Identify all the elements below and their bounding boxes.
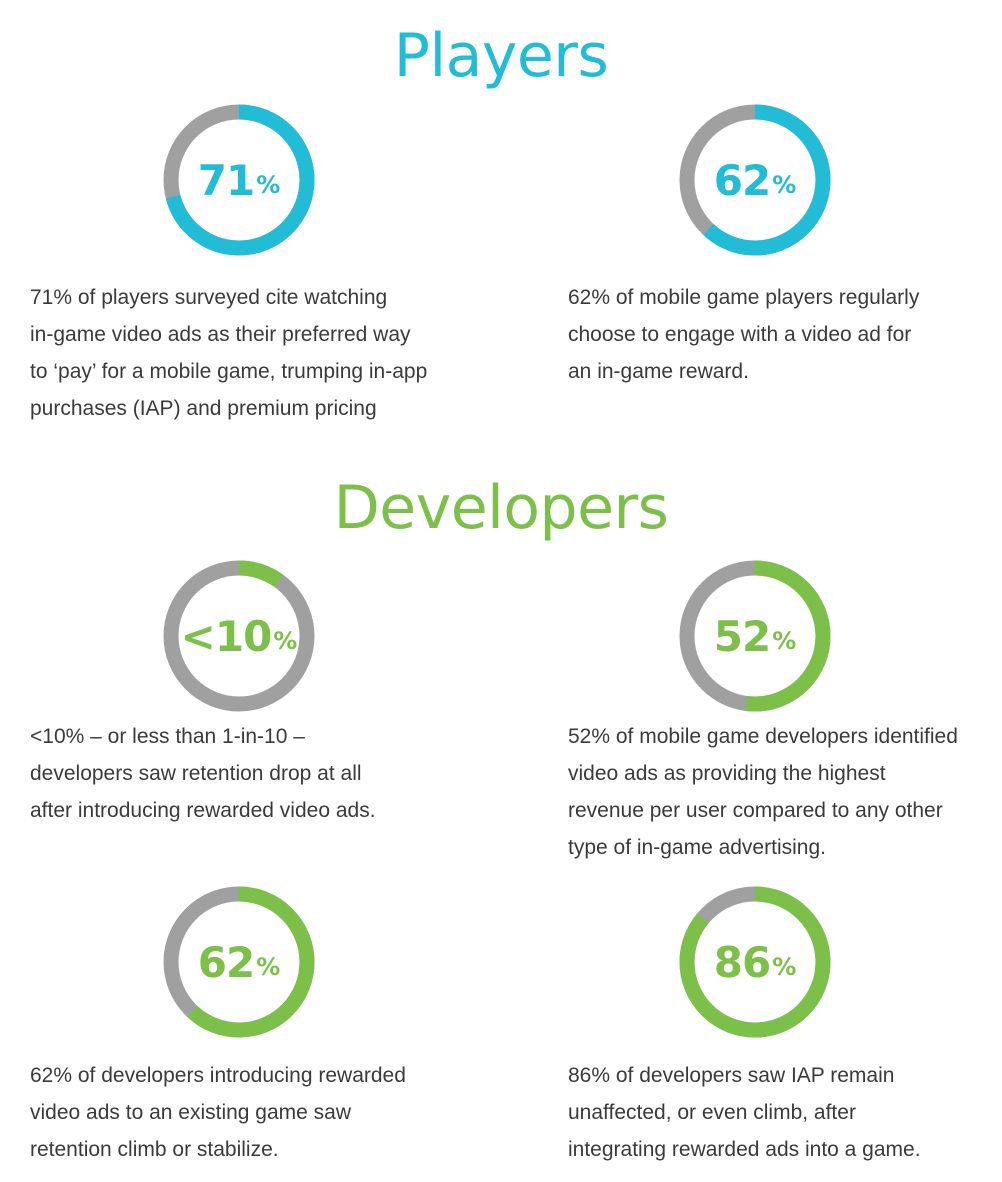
donut-value: 86%	[677, 884, 833, 1040]
donut-value-number: 62	[713, 155, 771, 205]
description-line: unaffected, or even climb, after	[568, 1101, 856, 1124]
donut-value-slice	[679, 560, 831, 712]
players-heading: Players	[393, 21, 609, 91]
developers-stat-2-description: 52% of mobile game developers identified…	[568, 718, 958, 866]
description-line: 86% of developers saw IAP remain	[568, 1064, 895, 1087]
players-stat-1-description: 71% of players surveyed cite watching in…	[30, 279, 427, 427]
description-line: retention climb or stabilize.	[30, 1138, 279, 1161]
players-stat-2-description: 62% of mobile game players regularly cho…	[568, 279, 919, 390]
description-line: to ‘pay’ for a mobile game, trumping in-…	[30, 360, 428, 383]
donut-svg	[679, 560, 831, 712]
description-line: developers saw retention drop at all	[30, 762, 362, 785]
donut-value: 71%	[161, 102, 317, 258]
donut-value: <10%	[161, 558, 317, 714]
description-line: <10% – or less than 1-in-10 –	[30, 725, 305, 748]
donut-svg	[679, 104, 831, 256]
donut-value-number: 52	[713, 611, 771, 661]
donut-value-slice	[163, 886, 315, 1038]
donut-value-percent: %	[273, 627, 298, 655]
donut-value-number: 62	[197, 937, 255, 987]
donut-chart-players-2: 62%	[677, 102, 833, 258]
donut-value: 62%	[677, 102, 833, 258]
developers-heading: Developers	[333, 473, 669, 543]
donut-value-number: 86	[713, 937, 771, 987]
donut-chart-players-1: 71%	[161, 102, 317, 258]
description-line: video ads as providing the highest	[568, 762, 886, 785]
description-line: choose to engage with a video ad for	[568, 323, 912, 346]
description-line: 71% of players surveyed cite watching	[30, 286, 388, 309]
donut-value-percent: %	[772, 627, 797, 655]
donut-value-number: <10	[180, 611, 273, 661]
description-line: type of in-game advertising.	[568, 836, 826, 859]
donut-value-slice	[163, 104, 315, 256]
donut-value: 52%	[677, 558, 833, 714]
donut-value-percent: %	[256, 171, 281, 199]
description-line: integrating rewarded ads into a game.	[568, 1138, 921, 1161]
description-line: an in-game reward.	[568, 360, 749, 383]
description-line: revenue per user compared to any other	[568, 799, 943, 822]
donut-svg	[679, 886, 831, 1038]
developers-stat-3-description: 62% of developers introducing rewarded v…	[30, 1057, 406, 1168]
donut-svg	[163, 886, 315, 1038]
donut-svg	[163, 104, 315, 256]
donut-value-slice	[679, 886, 831, 1038]
description-line: in-game video ads as their preferred way	[30, 323, 411, 346]
description-line: video ads to an existing game saw	[30, 1101, 352, 1124]
donut-chart-developers-1: <10%	[161, 558, 317, 714]
donut-value-slice	[679, 104, 831, 256]
donut-svg	[163, 560, 315, 712]
donut-value-slice	[163, 560, 315, 712]
description-line: 52% of mobile game developers identified	[568, 725, 958, 748]
donut-chart-developers-2: 52%	[677, 558, 833, 714]
description-line: 62% of developers introducing rewarded	[30, 1064, 406, 1087]
donut-chart-developers-4: 86%	[677, 884, 833, 1040]
description-line: after introducing rewarded video ads.	[30, 799, 376, 822]
donut-value-percent: %	[772, 171, 797, 199]
donut-value-percent: %	[772, 953, 797, 981]
developers-stat-1-description: <10% – or less than 1-in-10 – developers…	[30, 718, 376, 829]
donut-chart-developers-3: 62%	[161, 884, 317, 1040]
developers-stat-4-description: 86% of developers saw IAP remain unaffec…	[568, 1057, 921, 1168]
donut-value-number: 71	[197, 155, 255, 205]
description-line: 62% of mobile game players regularly	[568, 286, 920, 309]
donut-value: 62%	[161, 884, 317, 1040]
donut-value-percent: %	[256, 953, 281, 981]
description-line: purchases (IAP) and premium pricing	[30, 397, 377, 420]
